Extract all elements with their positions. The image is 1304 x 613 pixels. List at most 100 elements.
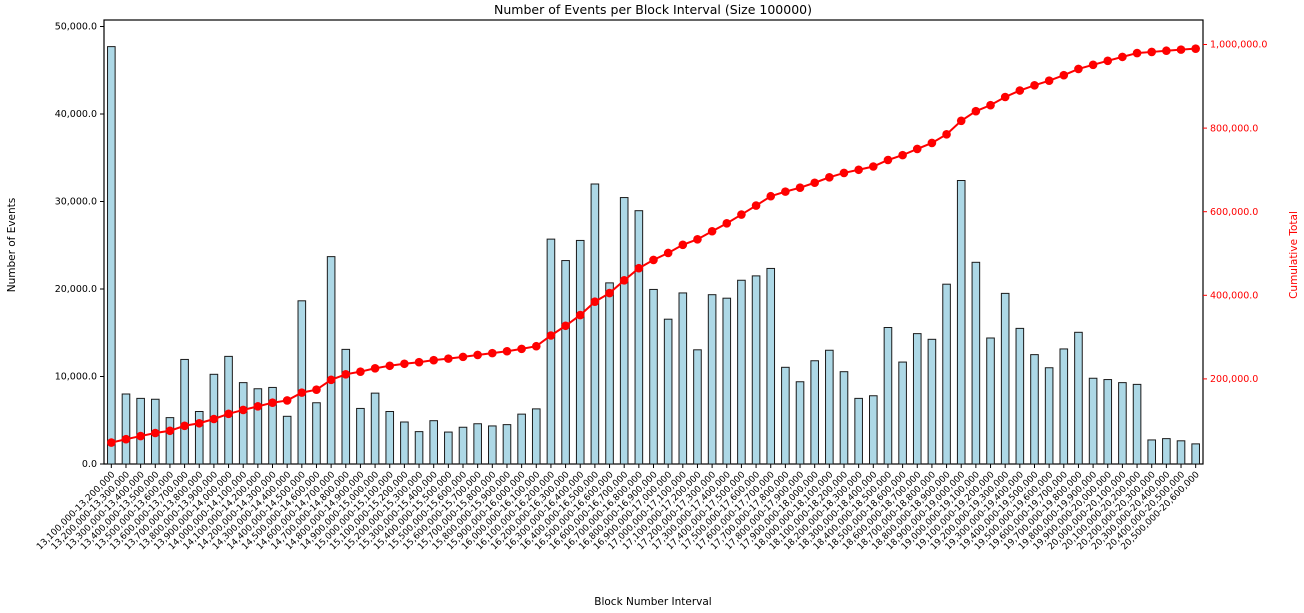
bar	[356, 407, 365, 465]
bar	[649, 288, 658, 465]
cumulative-point	[1103, 56, 1113, 66]
bar	[590, 183, 600, 465]
bar	[136, 397, 145, 465]
cumulative-point	[649, 255, 658, 265]
cumulative-point	[678, 240, 688, 250]
bar	[297, 300, 307, 465]
bar	[869, 395, 878, 465]
right-tick-label: 200,000.0	[1210, 374, 1258, 385]
bar	[766, 267, 776, 465]
cumulative-point	[400, 359, 409, 369]
bar	[517, 413, 526, 465]
left-axis-ticks: 0.0 10,000.0 20,000.0 30,000.0 40,000.0 50,00…	[55, 22, 104, 470]
cumulative-point	[1176, 45, 1186, 54]
cumulative-point	[956, 116, 966, 126]
bar	[1103, 379, 1113, 465]
bar	[1088, 377, 1098, 465]
cumulative-point	[209, 414, 219, 424]
cumulative-point	[297, 388, 307, 397]
cumulative-point	[502, 346, 512, 356]
cumulative-point	[1191, 44, 1200, 53]
bar	[810, 360, 819, 465]
cumulative-point	[942, 130, 951, 139]
bar	[1059, 348, 1069, 465]
bar	[839, 371, 849, 465]
bar	[1030, 354, 1039, 465]
cumulative-point	[414, 357, 424, 367]
cumulative-point	[575, 310, 585, 320]
cumulative-point	[825, 173, 834, 182]
bar	[898, 361, 907, 465]
bar	[414, 431, 424, 465]
bar	[238, 382, 248, 465]
cumulative-point	[927, 138, 937, 148]
cumulative-point	[546, 331, 556, 340]
bar	[502, 424, 512, 465]
bar	[693, 349, 702, 465]
bar	[707, 294, 717, 465]
cumulative-point	[1118, 52, 1127, 62]
cumulative-point	[121, 434, 131, 444]
bar	[282, 415, 292, 465]
cumulative-point	[238, 405, 248, 415]
right-tick-label: 800,000.0	[1210, 123, 1258, 134]
bar	[781, 366, 790, 465]
cumulative-point	[619, 276, 629, 285]
bar	[165, 417, 175, 465]
cumulative-point	[751, 201, 761, 210]
cumulative-point	[473, 350, 482, 360]
x-axis-label: Block Number Interval	[594, 596, 711, 608]
bar	[385, 411, 395, 465]
bar	[312, 402, 321, 465]
bar	[942, 283, 951, 465]
bar	[722, 297, 732, 465]
cumulative-point	[1000, 92, 1010, 102]
bar	[1118, 382, 1127, 465]
cumulative-point	[1044, 76, 1054, 85]
chart-title: Number of Events per Block Interval (Siz…	[494, 2, 812, 17]
cumulative-point	[165, 426, 175, 436]
bar	[458, 426, 468, 465]
cumulative-point	[194, 418, 204, 428]
cumulative-point	[253, 402, 263, 411]
cumulative-point	[722, 219, 732, 228]
cumulative-point	[356, 367, 365, 376]
cumulative-point	[268, 398, 277, 408]
bar	[546, 238, 556, 465]
cumulative-point	[971, 106, 981, 116]
bar	[575, 239, 585, 465]
y-axis-label-left: Number of Events	[6, 198, 18, 293]
bar	[678, 292, 688, 465]
cumulative-point	[531, 341, 541, 351]
y-axis-label-right: Cumulative Total	[1288, 211, 1300, 299]
cumulative-point	[326, 375, 336, 385]
left-tick-label: 30,000.0	[55, 197, 97, 208]
bar	[473, 423, 482, 465]
bar	[854, 397, 863, 465]
cumulative-point	[282, 396, 292, 405]
cumulative-point	[663, 248, 673, 258]
cumulative-point	[1015, 86, 1025, 95]
cumulative-point	[1132, 48, 1142, 58]
cumulative-point	[1074, 64, 1083, 74]
bar	[1132, 383, 1142, 465]
bar	[971, 261, 981, 465]
bar	[180, 358, 189, 465]
cumulative-point	[854, 165, 863, 175]
bar	[825, 349, 834, 465]
bar	[444, 431, 453, 465]
cumulative-point	[707, 226, 717, 236]
cumulative-point	[693, 235, 702, 244]
bar	[429, 420, 438, 465]
bar	[341, 348, 351, 465]
right-tick-label: 600,000.0	[1210, 207, 1258, 218]
cumulative-point	[1059, 70, 1069, 80]
bar	[1044, 367, 1054, 465]
cumulative-point	[180, 421, 189, 431]
bar	[1191, 443, 1200, 465]
cumulative-point	[444, 354, 453, 363]
bar	[619, 197, 629, 465]
left-tick-label: 10,000.0	[55, 372, 97, 383]
bar	[663, 318, 673, 465]
